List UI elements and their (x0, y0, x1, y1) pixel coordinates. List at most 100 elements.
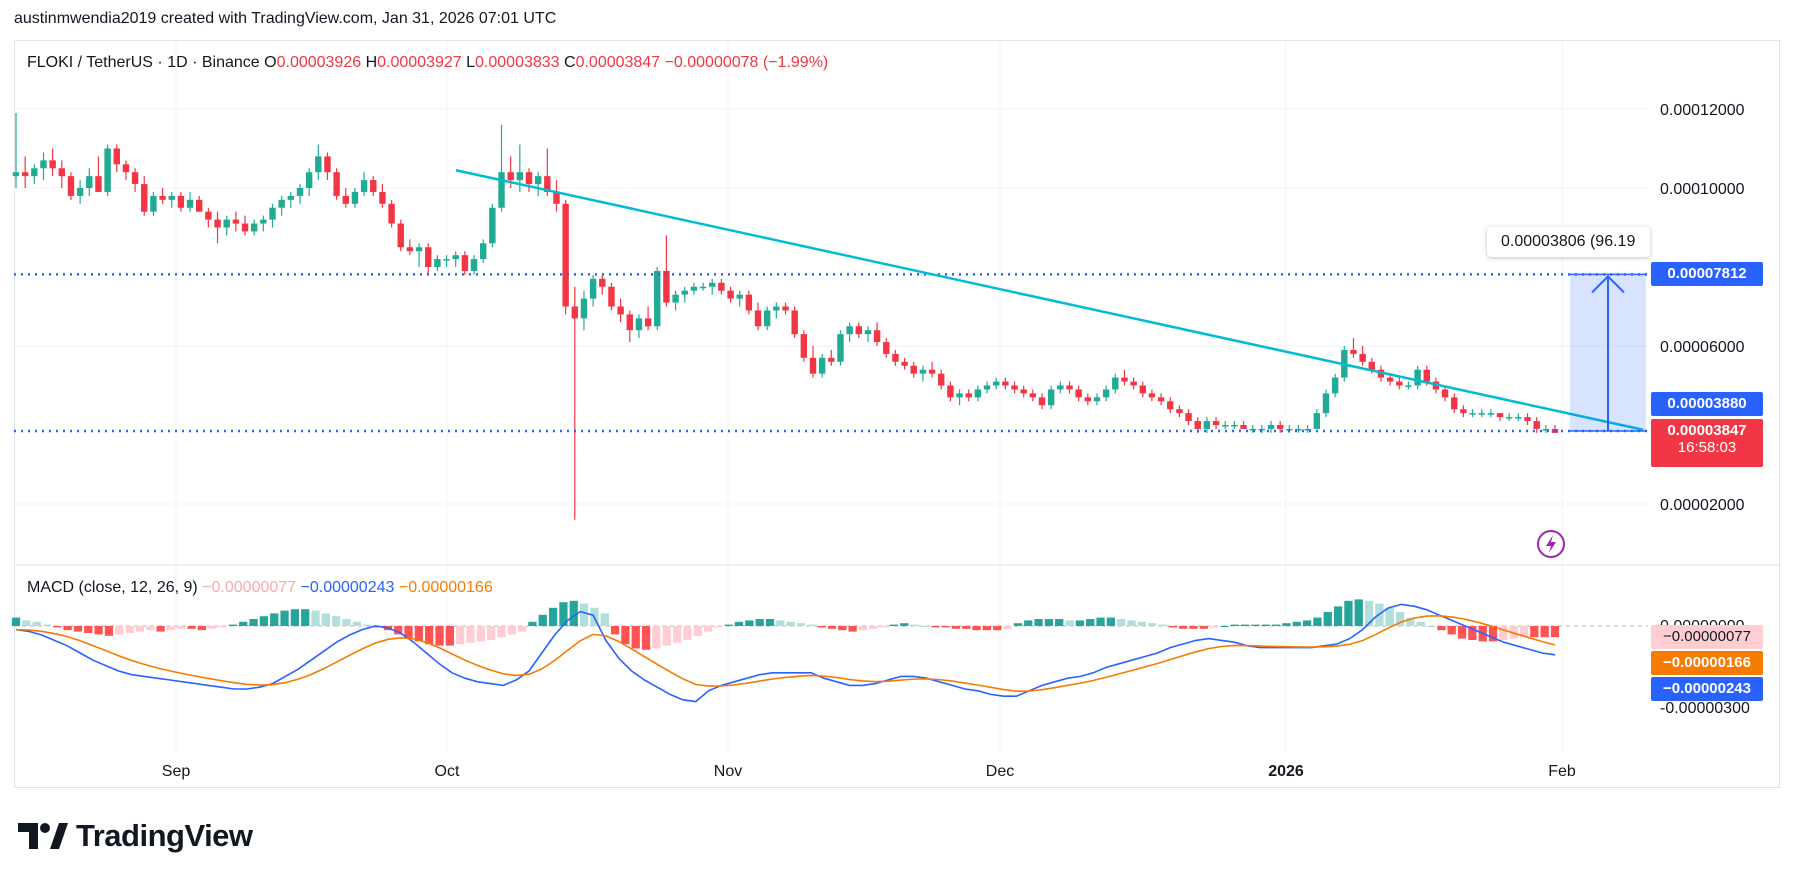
candle-body (260, 219, 267, 224)
candle-body (544, 176, 551, 192)
candle-body (406, 247, 414, 252)
macd-histogram-bar (177, 626, 186, 629)
macd-histogram-bar (1395, 612, 1405, 626)
macd-histogram-bar (239, 621, 248, 626)
candle-body (1304, 428, 1311, 431)
candle-body (635, 318, 643, 331)
macd-histogram-bar (621, 626, 630, 645)
candle-body (434, 259, 441, 267)
candle-body (1359, 353, 1366, 362)
macd-histogram-bar (900, 623, 909, 626)
lightning-icon-bolt (1546, 535, 1556, 553)
candle-body (1075, 389, 1082, 398)
macd-histogram-bar (1488, 626, 1498, 642)
chart-frame (14, 40, 1780, 788)
candle-body (1222, 425, 1229, 427)
macd-histogram-bar (1055, 619, 1064, 626)
candle-body (214, 219, 221, 228)
macd-histogram-bar (321, 613, 330, 626)
macd-histogram-bar (920, 626, 930, 627)
candle-body (1176, 409, 1183, 414)
candle-body (443, 259, 450, 261)
high-value: 0.00003927 (377, 54, 462, 71)
macd-histogram-bar (765, 619, 775, 626)
candle-body (763, 310, 771, 327)
candle-body (232, 219, 240, 224)
candle-body (1295, 428, 1302, 431)
candle-body (104, 148, 111, 192)
tradingview-logo: TradingView (18, 818, 253, 854)
candle-body (131, 172, 139, 185)
macd-histogram-bar (631, 626, 640, 649)
macd-histogram-bar (115, 626, 124, 635)
macd-histogram-bar (1364, 600, 1374, 626)
candle-body (1267, 425, 1275, 429)
macd-histogram-bar (104, 626, 114, 636)
candle-body (49, 160, 56, 169)
macd-histogram-bar (1003, 626, 1012, 629)
macd-histogram-bar (610, 626, 620, 635)
candle-body (122, 164, 130, 173)
close-label: C (564, 54, 576, 71)
candle-body (855, 326, 862, 335)
macd-histogram-bar (1457, 626, 1467, 639)
macd-histogram-bar (456, 626, 465, 645)
candle-body (1405, 385, 1412, 387)
macd-histogram-bar (73, 626, 83, 632)
macd-histogram-bar (218, 626, 227, 628)
candle-body (580, 298, 588, 319)
macd-histogram-bar (208, 626, 217, 629)
candle-body (1002, 381, 1009, 386)
macd-histogram-bar (838, 626, 847, 631)
macd-histogram-bar (394, 626, 403, 635)
macd-histogram-bar (1302, 620, 1312, 626)
candle-body (1423, 369, 1430, 382)
candle-body (159, 195, 166, 200)
macd-histogram-bar (817, 626, 826, 628)
candle-body (205, 211, 212, 220)
macd-histogram-bar (135, 626, 145, 632)
trendline (455, 169, 1644, 431)
countdown-timer: 16:58:03 (1677, 439, 1737, 456)
candle-body (1057, 385, 1064, 390)
tradingview-wordmark: TradingView (76, 818, 253, 853)
symbol-name[interactable]: FLOKI / TetherUS · 1D · Binance (27, 54, 260, 71)
macd-histogram-bar (1096, 617, 1105, 626)
candle-body (177, 195, 185, 208)
candle-body (278, 199, 285, 208)
macd-histogram-bar (910, 624, 919, 626)
macd-signal-value: −0.00000166 (398, 579, 493, 596)
candle-body (938, 373, 945, 386)
macd-hist-value: −0.00000077 (202, 579, 297, 596)
macd-histogram-bar (486, 626, 496, 640)
macd-histogram-bar (879, 626, 888, 628)
candle-body (1139, 385, 1146, 394)
price-axis-label: 0.00002000 (1660, 497, 1745, 514)
candle-body (1194, 421, 1201, 429)
macd-histogram-bar (517, 626, 527, 632)
candle-body (928, 369, 936, 374)
macd-histogram-bar (889, 624, 899, 626)
candle-body (1469, 413, 1476, 415)
macd-histogram-bar (1550, 626, 1560, 638)
macd-histogram-bar (858, 626, 868, 631)
candle-body (791, 310, 798, 335)
macd-histogram-bar (528, 621, 537, 626)
candle-body (1368, 361, 1375, 370)
macd-hist-tag: −0.00000077 (1651, 625, 1763, 649)
candle-body (241, 223, 249, 232)
macd-signal-tag: −0.00000166 (1651, 651, 1763, 675)
time-axis-label: Nov (714, 763, 742, 780)
macd-label[interactable]: MACD (close, 12, 26, 9) (27, 579, 198, 596)
candle-body (1286, 428, 1293, 431)
macd-histogram-bar (1416, 621, 1425, 626)
macd-histogram-bar (1034, 619, 1043, 626)
macd-histogram-bar (22, 620, 31, 626)
macd-histogram-bar (1024, 620, 1033, 626)
macd-histogram-bar (1117, 619, 1126, 626)
price-axis-label: 0.00012000 (1660, 102, 1745, 119)
macd-histogram-bar (63, 626, 72, 631)
candle-body (379, 191, 386, 204)
candle-body (113, 148, 120, 165)
